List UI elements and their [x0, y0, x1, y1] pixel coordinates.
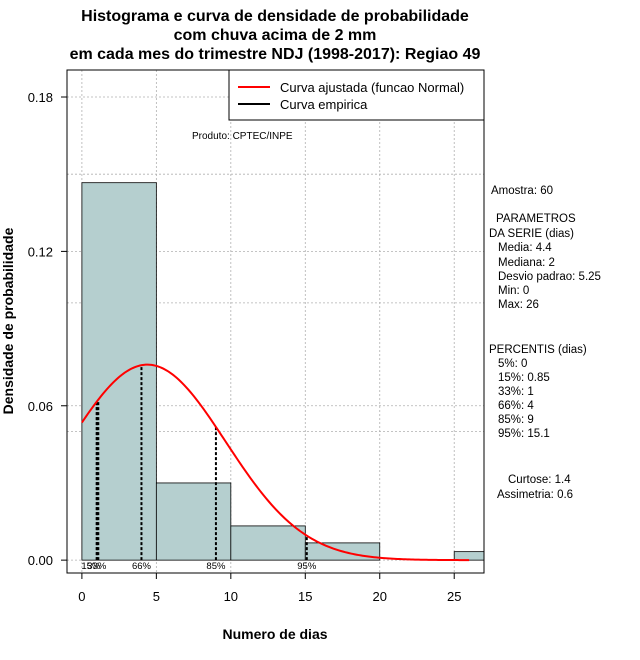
legend-label-empirical: Curva empirica — [280, 97, 368, 112]
stats-panel: Amostra: 60 PARAMETROS DA SERIE (dias) M… — [489, 185, 601, 501]
param-median: Mediana: 2 — [498, 257, 555, 269]
chart-title-line-3: em cada mes do trimestre NDJ (1998-2017)… — [70, 46, 481, 63]
histogram-bars — [81, 182, 484, 561]
x-axis-title: Numero de dias — [222, 626, 327, 642]
legend-box — [228, 69, 485, 121]
legend-label-fit: Curva ajustada (funcao Normal) — [280, 80, 464, 95]
param-mean: Media: 4.4 — [498, 242, 552, 254]
y-tick-label-3: 0.18 — [28, 90, 53, 105]
x-tick-label-15: 15 — [298, 589, 312, 604]
percentis-title: PERCENTIS (dias) — [489, 344, 587, 356]
histogram-bar-2 — [230, 525, 306, 561]
y-axis-title: Densidade de probabilidade — [0, 227, 16, 414]
percentil-33: 33%: 1 — [498, 386, 534, 398]
x-tick-label-10: 10 — [224, 589, 238, 604]
percentile-tag-95: 95% — [297, 561, 317, 572]
params-title-2: DA SERIE (dias) — [489, 228, 574, 240]
percentile-tag-85: 85% — [206, 561, 226, 572]
y-tick-label-1: 0.06 — [28, 399, 53, 414]
histogram-bar-5 — [453, 551, 484, 561]
y-tick-label-2: 0.12 — [28, 244, 53, 259]
percentile-lines: 15%33% 66% 85% 95% — [81, 365, 317, 572]
x-tick-label-25: 25 — [447, 589, 461, 604]
percentil-15: 15%: 0.85 — [498, 372, 550, 384]
normal-fit-curve — [81, 363, 470, 562]
params-title-1: PARAMETROS — [496, 213, 576, 225]
kurtosis: Curtose: 1.4 — [508, 474, 571, 486]
chart-title-line-1: Histograma e curva de densidade de proba… — [81, 8, 469, 25]
param-min: Min: 0 — [498, 285, 529, 297]
x-tick-label-0: 0 — [78, 589, 85, 604]
param-sd: Desvio padrao: 5.25 — [498, 271, 601, 283]
chart-title-line-2: com chuva acima de 2 mm — [174, 27, 377, 44]
normal-curve-layer — [81, 363, 470, 562]
skewness: Assimetria: 0.6 — [497, 489, 573, 501]
percentile-tag-66: 66% — [132, 561, 152, 572]
x-tick-label-20: 20 — [373, 589, 387, 604]
axes: 0 5 10 15 20 25 0.00 0.06 0.12 0.18 — [28, 90, 462, 604]
percentil-5: 5%: 0 — [498, 358, 527, 370]
product-note: Produto: CPTEC/INPE — [192, 131, 293, 142]
percentil-95: 95%: 15.1 — [498, 428, 550, 440]
percentile-tag-15: 15% — [81, 561, 101, 572]
legend: Curva ajustada (funcao Normal) Curva emp… — [228, 69, 485, 121]
sample-size: Amostra: 60 — [491, 185, 553, 197]
percentil-85: 85%: 9 — [498, 414, 534, 426]
histogram-bar-0 — [81, 182, 157, 561]
percentile-tag-33: 33% — [87, 561, 107, 572]
percentil-66: 66%: 4 — [498, 400, 534, 412]
y-tick-label-0: 0.00 — [28, 553, 53, 568]
param-max: Max: 26 — [498, 299, 539, 311]
histogram-bar-1 — [155, 482, 232, 561]
x-tick-label-5: 5 — [153, 589, 160, 604]
